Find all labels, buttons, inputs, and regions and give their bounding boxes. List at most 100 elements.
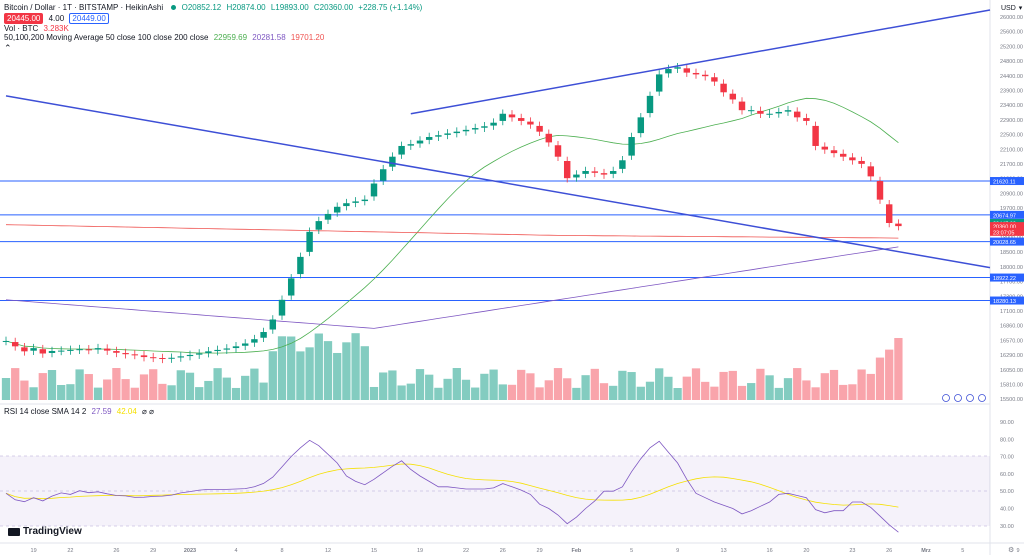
price-tick-label: 16860.00 [1000,324,1023,330]
volume-bar [682,376,691,400]
rsi-tick-label: 40.00 [1000,507,1014,513]
price-tick-label: 16050.00 [1000,368,1023,374]
ohlc-change: +228.75 (+1.14%) [358,3,423,12]
volume-bar [149,369,158,400]
volume-bar [241,375,250,400]
candle-body [784,110,792,112]
candle-body [628,137,635,156]
ma100-line [5,246,899,329]
time-axis-label: 9 [1016,548,1019,554]
candle-body [655,74,663,92]
volume-bar [544,380,553,400]
sell-button[interactable]: 20445.00 [4,13,44,24]
candle-body [766,113,773,115]
rsi-value: 27.59 [91,407,112,416]
candle-body [490,122,497,126]
time-axis-label: 22 [67,548,73,554]
rsi-tick-label: 80.00 [1000,437,1014,443]
candle-body [573,174,580,178]
collapse-legend-icon[interactable]: ⌃ [4,43,12,53]
price-axis-badge [990,177,1024,186]
buy-button[interactable]: 20449.00 [69,13,109,24]
price-tick-label: 22500.00 [1000,133,1023,139]
volume-bar [452,368,461,400]
candle-body [379,169,387,181]
price-axis-badge-label: 21620.11 [993,180,1016,186]
volume-bar [609,385,618,400]
candle-body [839,153,847,157]
settings-gear-icon[interactable]: ⚙ [1008,546,1014,554]
bid-ask-legend: 20445.00 4.00 20449.00 [4,13,112,24]
ma-label: 50,100,200 Moving Average 50 close 100 c… [4,33,209,42]
volume-bar [737,385,747,400]
price-tick-label: 22900.00 [1000,118,1023,124]
price-axis-badge-label: 23:07:05 [993,230,1014,236]
rsi-legend: RSI 14 close SMA 14 2 27.59 42.04 ⌀ ⌀ [4,407,157,416]
candle-body [122,353,129,355]
price-tick-label: 17700.00 [1000,280,1023,286]
volume-bar [204,380,213,400]
candle-body [103,348,111,351]
volume-bar [563,378,572,400]
event-flag-icon [942,394,950,402]
volume-bar [434,387,443,400]
time-axis-label: 29 [150,548,156,554]
volume-bar [829,369,839,400]
volume-bar [57,384,66,400]
volume-bar [443,378,452,400]
candle-body [554,145,562,157]
price-tick-label: 16570.00 [1000,338,1023,344]
volume-bar [158,383,167,400]
candle-body [407,144,415,146]
volume-bar [590,368,599,400]
volume-bar [139,374,149,400]
eye-icon[interactable]: ⌀ ⌀ [142,407,154,416]
volume-bar [691,368,701,400]
volume-bar [38,373,47,400]
volume-bar [20,380,29,400]
volume-bar [480,373,489,400]
candle-body [232,346,240,349]
volume-bar [93,387,103,400]
candle-body [149,357,157,359]
candle-body [39,349,47,354]
time-axis-label: 4 [234,548,237,554]
candle-body [352,201,359,203]
volume-bar [195,387,204,400]
currency-label[interactable]: USD ▾ [1001,5,1023,12]
candle-body [251,339,258,343]
volume-bar [333,352,342,400]
candle-body [214,349,221,352]
candle-body [637,117,645,134]
volume-bar [213,368,222,400]
volume-bar [277,336,287,400]
rsi-ma-value: 42.04 [116,407,137,416]
candle-body [867,166,875,177]
rsi-tick-label: 90.00 [1000,420,1014,426]
candle-body [324,213,332,220]
candle-body [545,133,553,143]
candle-body [646,95,654,114]
volume-bar [425,374,434,400]
volume-bar [1,378,11,400]
time-axis-label: Feb [572,548,582,554]
spread-value: 4.00 [48,14,65,23]
volume-bar [103,379,112,400]
candle-body [830,150,838,154]
price-tick-label: 24800.00 [1000,59,1023,65]
price-tick-label: 18500.00 [1000,250,1023,256]
volume-bar [783,378,793,400]
volume-bar [673,387,682,400]
volume-bar [388,370,397,400]
time-axis-label: 5 [630,548,633,554]
event-flag-icon [966,394,974,402]
candle-body [131,354,139,356]
time-axis-label: 8 [280,548,283,554]
price-axis-badge-label: 20674.97 [993,213,1016,219]
candle-body [11,342,19,347]
candle-body [619,160,626,169]
volume-value: 3.283K [43,24,69,33]
volume-bar [489,369,498,400]
time-axis-label: 15 [371,548,377,554]
